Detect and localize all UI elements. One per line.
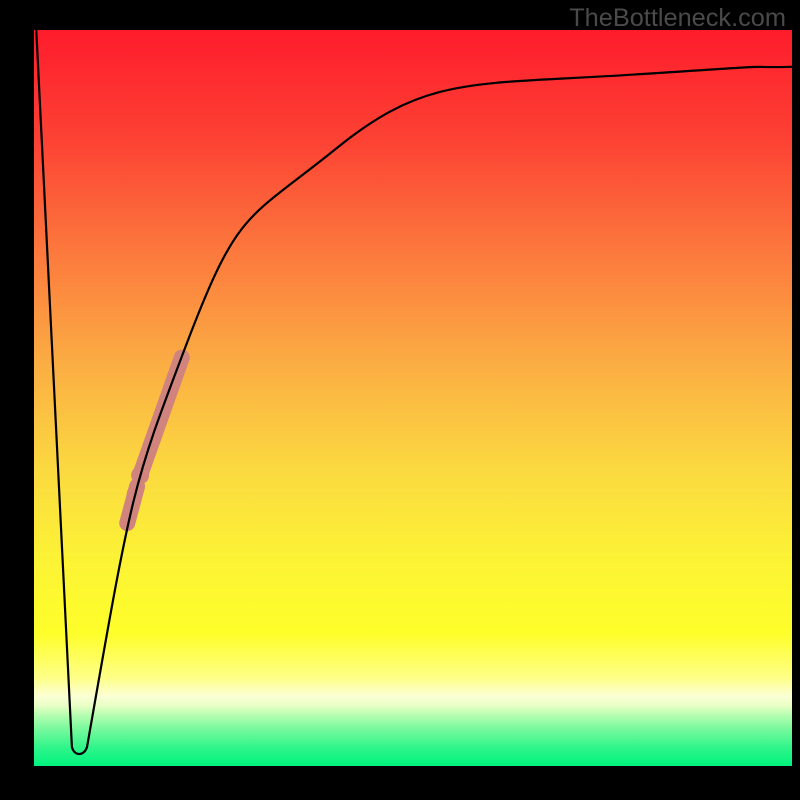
plot-area (34, 30, 792, 766)
watermark-text: TheBottleneck.com (569, 4, 786, 33)
chart-container: TheBottleneck.com (0, 0, 800, 800)
plot-svg (34, 30, 792, 766)
gradient-background (34, 30, 792, 766)
